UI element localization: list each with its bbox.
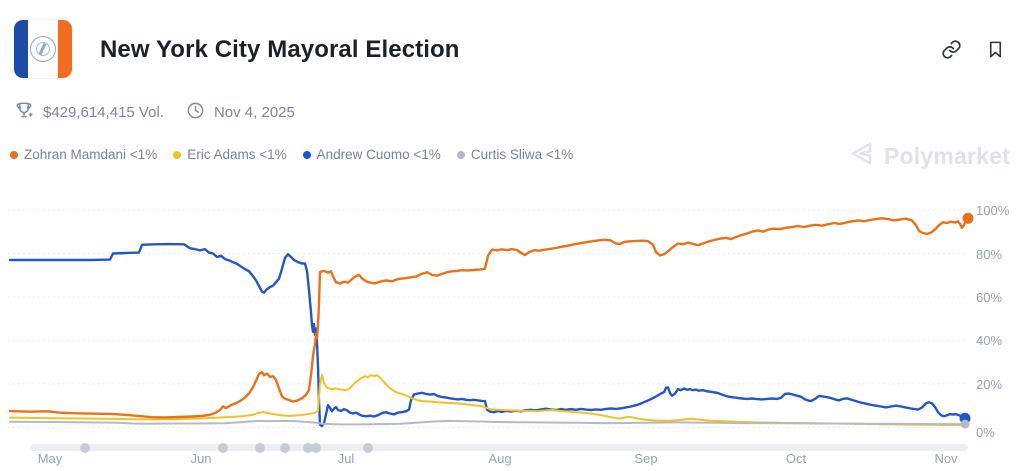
chart-legend: Zohran Mamdani <1% Eric Adams <1% Andrew C… [10,147,573,162]
legend-label: Curtis Sliwa <1% [470,147,574,162]
x-tick-jun: Jun [190,451,212,466]
legend-label: Eric Adams <1% [187,147,287,162]
scrubber-event-dot-4[interactable] [280,442,290,453]
timeline-scrubber[interactable] [30,442,968,453]
polymarket-watermark: Polymarket [848,140,1010,172]
flag-white-stripe [28,20,58,78]
x-tick-sep: Sep [634,451,658,466]
market-icon-nyc-flag [14,20,72,78]
polymarket-wordmark: Polymarket [883,142,1010,169]
endpoint-dot-zohran-mamdani [962,212,974,224]
x-tick-nov: Nov [934,451,958,466]
series-line-curtis-sliwa [9,419,966,426]
series-line-zohran-mamdani [8,217,970,419]
legend-item-4: Curtis Sliwa <1% [456,147,574,162]
series-line-andrew-cuomo [8,242,967,428]
copy-link-button[interactable] [940,40,962,62]
series-line-eric-adams [9,373,967,427]
scrubber-event-dot-2[interactable] [218,442,228,453]
page-title: New York City Mayoral Election [100,36,460,63]
legend-label: Andrew Cuomo <1% [316,147,441,162]
legend-dot [456,150,465,159]
bookmark-icon [986,40,1005,62]
polymarket-logo-icon [848,140,875,172]
volume-text: $429,614,415 Vol. [43,103,164,121]
legend-label: Zohran Mamdani <1% [24,147,158,162]
legend-dot [10,150,18,159]
scrubber-event-dot-3[interactable] [255,442,265,453]
y-tick-80%: 80% [976,246,1003,262]
end-date-text: Nov 4, 2025 [213,103,295,121]
endpoint-dot-curtis-sliwa [960,419,970,429]
x-tick-oct: Oct [785,451,807,466]
nyc-seal-icon [30,36,56,62]
y-tick-20%: 20% [976,376,1003,392]
scrubber-event-dot-5[interactable] [303,442,313,453]
flag-blue-stripe [14,20,28,78]
header-actions [940,40,1006,62]
trophy-icon [14,100,34,124]
y-tick-60%: 60% [976,290,1003,305]
legend-dot [173,150,182,159]
stats-row: $429,614,415 Vol. Nov 4, 2025 [14,100,295,124]
bookmark-button[interactable] [984,40,1006,62]
clock-icon [186,101,205,124]
x-tick-aug: Aug [488,451,512,466]
link-icon [941,39,962,63]
legend-item-1: Zohran Mamdani <1% [10,147,157,162]
y-tick-100%: 100% [976,203,1010,218]
legend-item-3: Andrew Cuomo <1% [302,147,441,162]
flag-orange-stripe [58,20,72,78]
scrubber-event-dot-6[interactable] [311,442,321,453]
scrubber-event-dot-1[interactable] [80,442,90,453]
y-tick-0%: 0% [976,425,995,441]
scrubber-event-dot-7[interactable] [363,442,373,453]
legend-item-2: Eric Adams <1% [173,147,287,162]
x-tick-may: May [37,451,63,466]
x-tick-jul: Jul [337,451,355,466]
y-tick-40%: 40% [976,333,1003,349]
legend-dot [302,150,311,159]
